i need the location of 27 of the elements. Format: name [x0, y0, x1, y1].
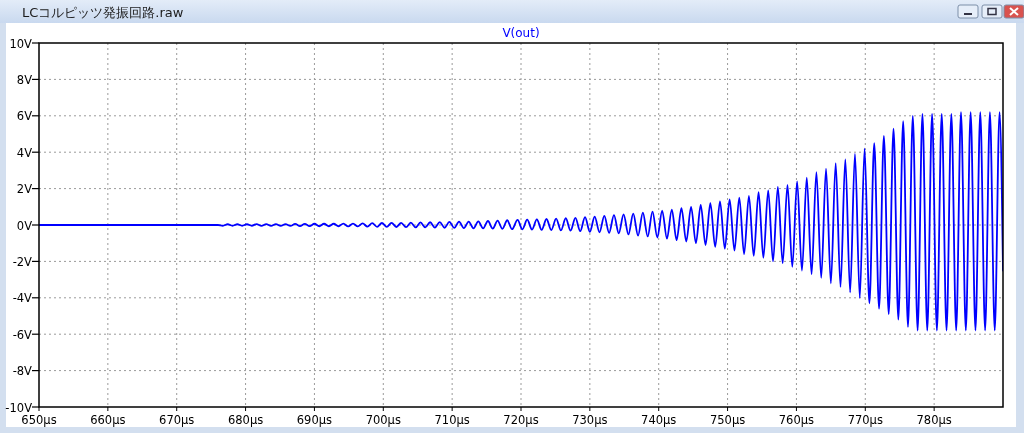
- title: LCコルピッツ発振回路.raw: [22, 5, 184, 20]
- y-tick-label: 0V: [16, 218, 32, 233]
- x-tick-label: 780µs: [916, 413, 952, 427]
- y-tick-label: 2V: [16, 182, 32, 197]
- x-tick-label: 690µs: [296, 413, 333, 427]
- y-tick-label: -4V: [12, 291, 32, 306]
- x-tick-label: 700µs: [365, 413, 401, 427]
- legend-item: V(out): [502, 26, 540, 40]
- y-tick-label: -2V: [12, 254, 32, 269]
- y-tick-label: 4V: [16, 145, 32, 160]
- x-tick-label: 730µs: [572, 413, 608, 427]
- x-tick-label: 650µs: [21, 413, 57, 427]
- y-tick-label: -10V: [5, 400, 32, 415]
- x-tick-label: 710µs: [434, 413, 470, 427]
- x-tick-label: 760µs: [778, 413, 815, 427]
- x-tick-label: 740µs: [641, 413, 677, 427]
- y-tick-label: 10V: [9, 36, 32, 51]
- y-tick-label: -6V: [12, 327, 32, 342]
- x-tick-label: 720µs: [503, 413, 539, 427]
- x-tick-label: 770µs: [847, 413, 883, 427]
- y-tick-label: -8V: [12, 364, 32, 379]
- x-tick-label: 750µs: [709, 413, 746, 427]
- y-tick-label: 6V: [16, 109, 32, 124]
- x-tick-label: 680µs: [227, 413, 264, 427]
- y-tick-label: 8V: [16, 72, 32, 87]
- x-tick-label: 660µs: [90, 413, 126, 427]
- x-tick-label: 670µs: [159, 413, 195, 427]
